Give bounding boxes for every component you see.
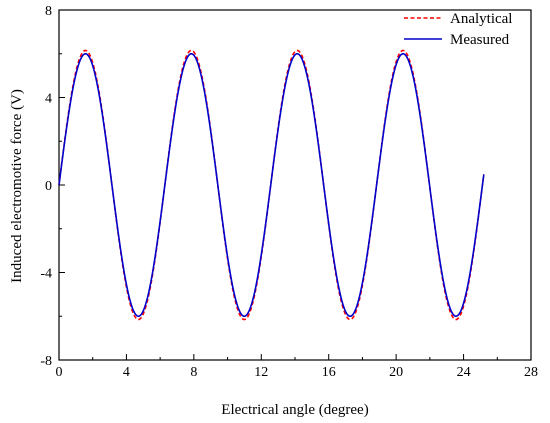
x-tick-label: 28 bbox=[524, 365, 538, 380]
series-layer bbox=[58, 49, 485, 321]
x-tick-label: 16 bbox=[322, 365, 336, 380]
x-axis-title: Electrical angle (degree) bbox=[221, 402, 368, 418]
y-tick-label: 0 bbox=[45, 179, 52, 194]
y-tick-label: 8 bbox=[45, 4, 52, 19]
series-line-measured bbox=[58, 52, 485, 318]
y-axis-ticks: -8 -4 0 4 8 bbox=[40, 4, 65, 369]
y-tick-label: -4 bbox=[40, 267, 52, 282]
plot-border bbox=[58, 9, 532, 361]
legend-label-analytical: Analytical bbox=[450, 11, 512, 27]
legend: Analytical Measured bbox=[404, 11, 512, 48]
x-tick-label: 0 bbox=[56, 365, 63, 380]
plot-frame bbox=[58, 9, 532, 361]
x-tick-label: 4 bbox=[123, 365, 130, 380]
x-tick-label: 20 bbox=[389, 365, 403, 380]
y-tick-label: 4 bbox=[45, 92, 52, 107]
x-axis-ticks: 0 4 8 12 16 20 24 28 bbox=[56, 354, 538, 380]
y-axis-title: Induced electromotive force (V) bbox=[9, 89, 25, 283]
x-tick-label: 8 bbox=[190, 365, 197, 380]
x-tick-label: 24 bbox=[457, 365, 471, 380]
legend-label-measured: Measured bbox=[450, 32, 510, 48]
x-tick-label: 12 bbox=[254, 365, 268, 380]
y-tick-label: -8 bbox=[40, 354, 52, 369]
